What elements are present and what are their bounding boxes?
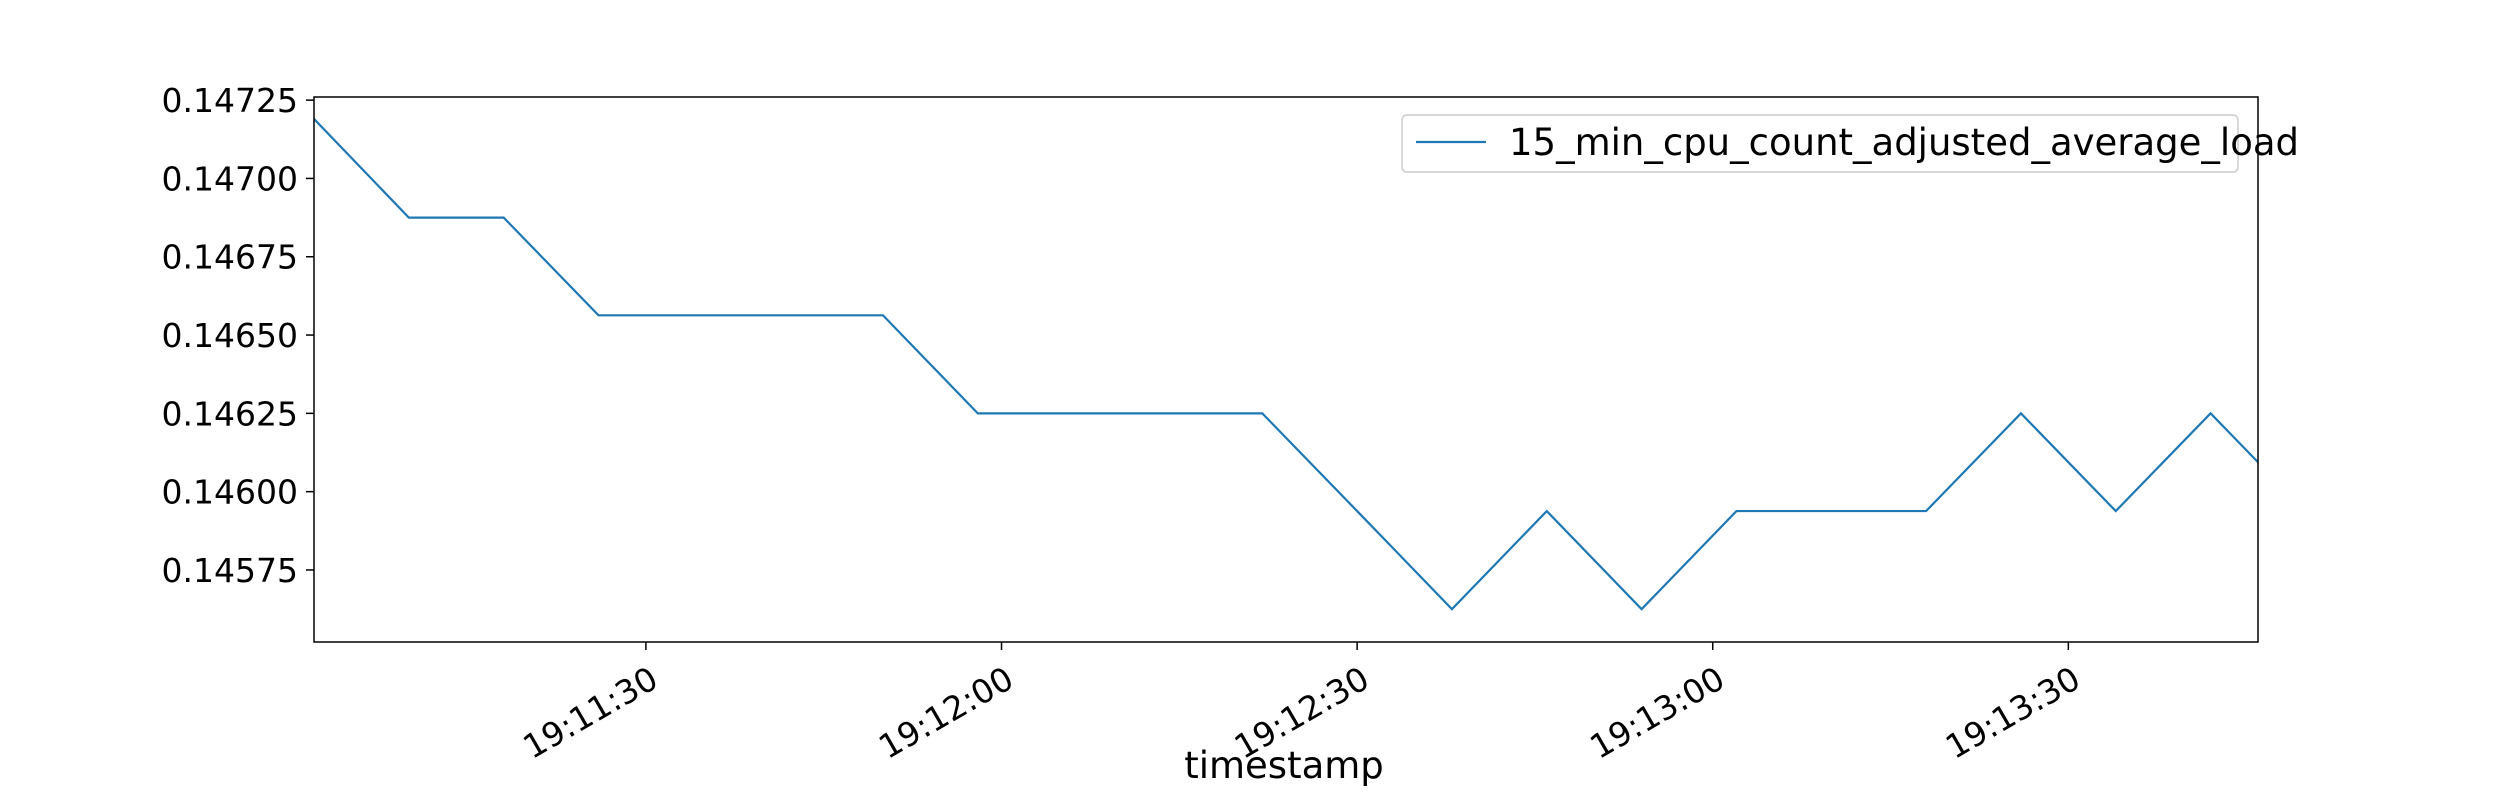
y-axis: 0.14575 0.14600 0.14625 0.14650 0.14675 0.147…: [162, 81, 314, 590]
series-group: [314, 118, 2258, 611]
x-tick-label: 19:12:00: [872, 659, 1020, 767]
legend: 15_min_cpu_count_adjusted_average_load: [1401, 114, 2299, 173]
y-tick-label: 0.14575: [162, 551, 298, 590]
y-tick-label: 0.14625: [162, 394, 298, 433]
x-tick-label: 19:11:30: [516, 659, 664, 767]
x-axis-label: timestamp: [1184, 744, 1384, 787]
x-tick-label: 19:13:00: [1583, 659, 1731, 767]
legend-label: 15_min_cpu_count_adjusted_average_load: [1509, 121, 2299, 164]
y-tick-label: 0.14650: [162, 316, 298, 355]
plot-area: [314, 97, 2258, 642]
y-tick-label: 0.14725: [162, 81, 298, 120]
series-line-0: [314, 118, 2258, 611]
plot-background: [314, 97, 2258, 642]
y-tick-label: 0.14700: [162, 159, 298, 198]
plot-frame: [313, 96, 2259, 643]
legend-box: [1401, 114, 2239, 173]
x-tick-label: 19:13:30: [1939, 659, 2087, 767]
y-tick-label: 0.14600: [162, 473, 298, 512]
y-tick-label: 0.14675: [162, 238, 298, 277]
